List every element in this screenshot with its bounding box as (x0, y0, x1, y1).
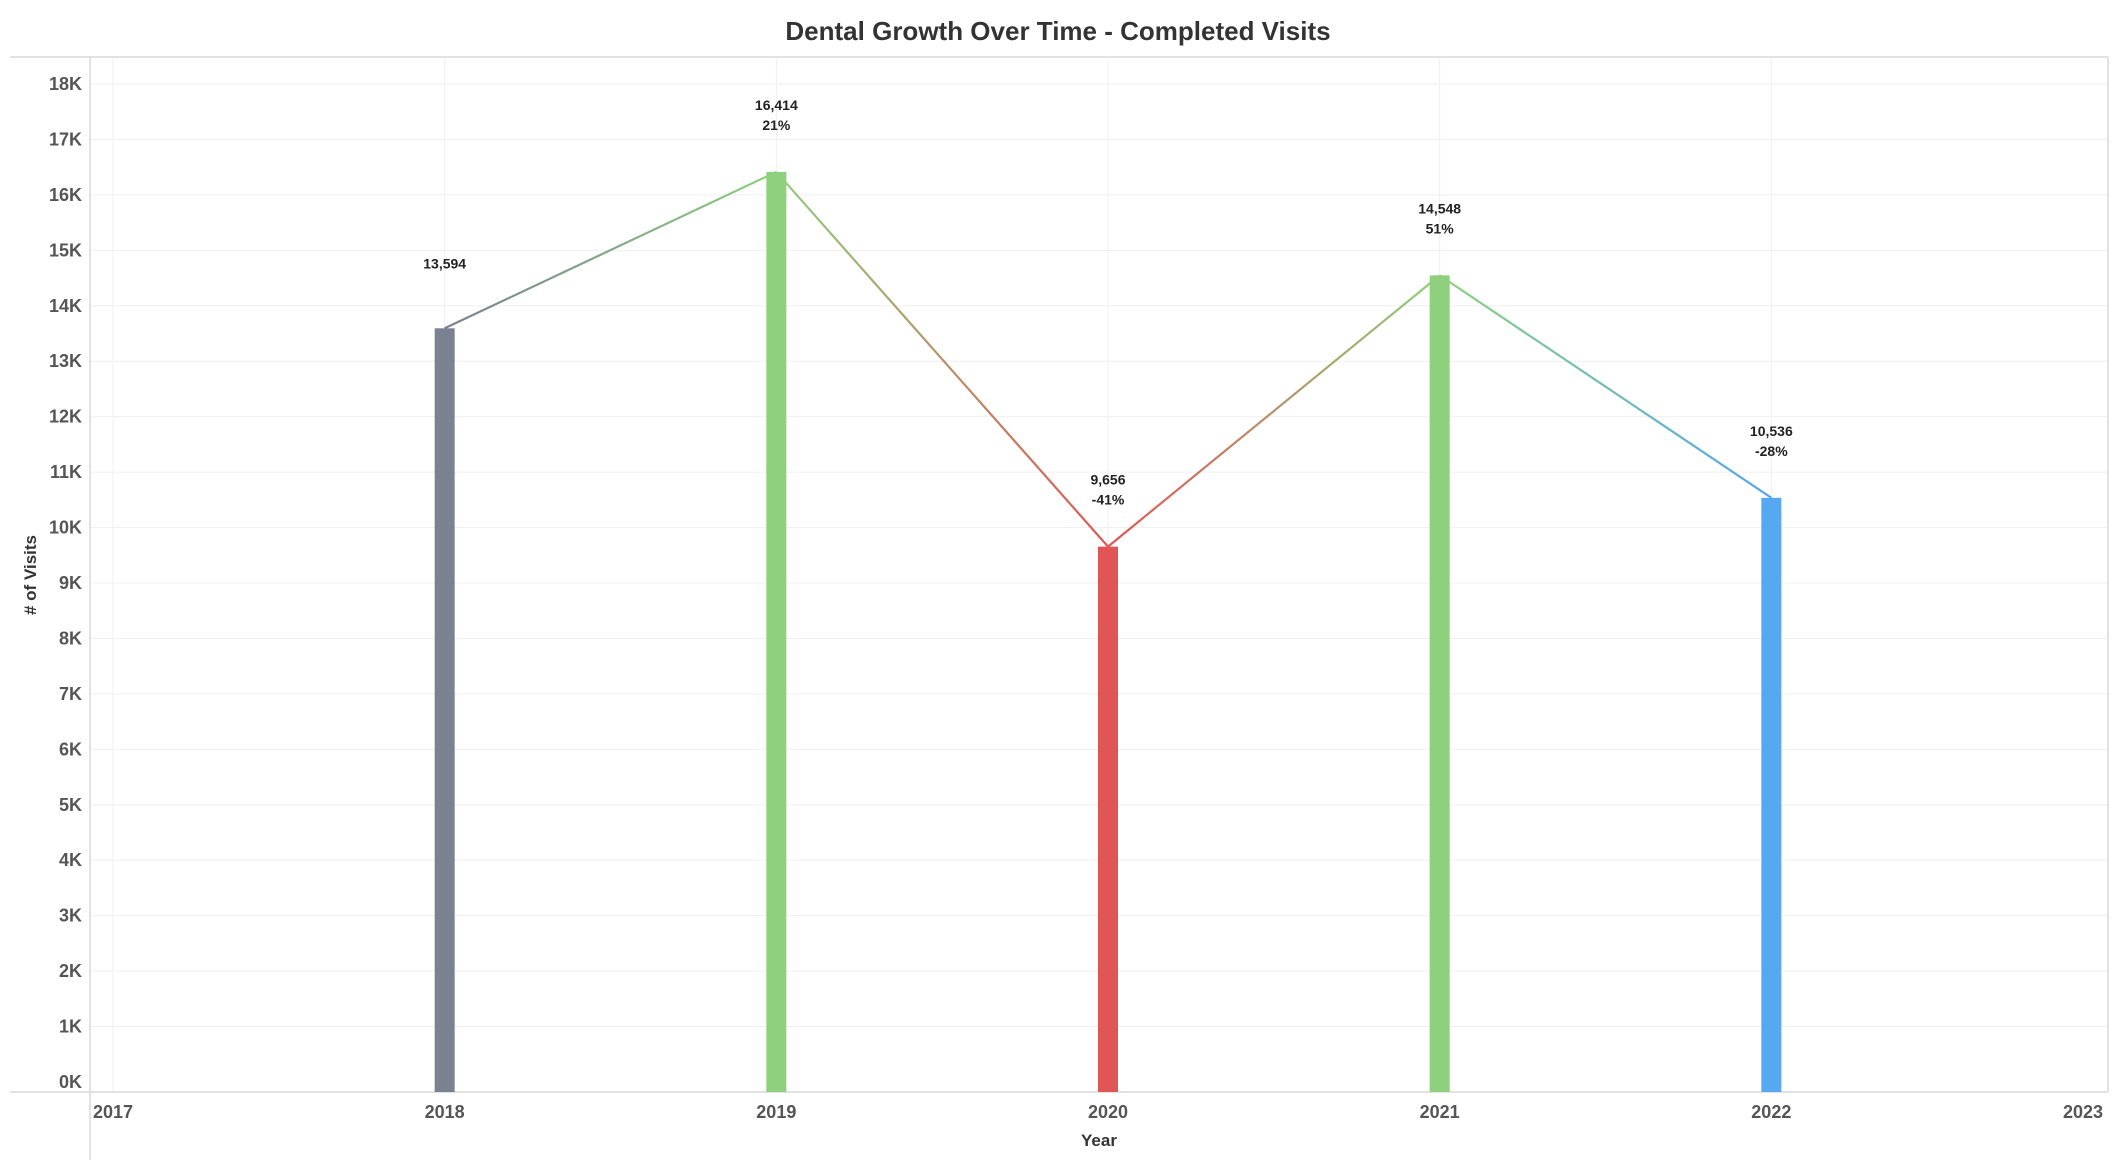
y-tick-label: 6K (59, 739, 82, 759)
value-label: 10,536 (1750, 423, 1793, 439)
growth-label: 21% (762, 117, 791, 133)
y-tick-label: 12K (49, 407, 82, 427)
y-tick-label: 13K (49, 351, 82, 371)
line-segment (1107, 274, 1441, 548)
line-segment (775, 171, 1109, 548)
line-segment (1439, 274, 1772, 499)
bar (1761, 497, 1782, 1092)
x-tick-label: 2021 (1420, 1102, 1460, 1122)
bar (1098, 546, 1118, 1092)
y-tick-label: 1K (59, 1017, 82, 1037)
bar (766, 171, 787, 1093)
y-tick-label: 4K (59, 850, 82, 870)
growth-label: -28% (1755, 443, 1788, 459)
y-tick-label: 0K (59, 1072, 82, 1092)
x-axis-ticks: 2017 2018 2019 2020 2021 2022 2023 (93, 1102, 2103, 1122)
y-tick-label: 3K (59, 906, 82, 926)
bar (434, 328, 455, 1092)
y-tick-label: 18K (49, 74, 82, 94)
x-tick-label: 2019 (756, 1102, 796, 1122)
bar (1429, 275, 1450, 1092)
axes-frame (10, 57, 2109, 1160)
y-tick-label: 15K (49, 240, 82, 260)
x-tick-label: 2023 (2063, 1102, 2103, 1122)
y-axis-ticks: 0K 1K 2K 3K 4K 5K 6K 7K 8K 9K 10K 11K 12K 13K 14K 15K 16… (49, 74, 82, 1092)
y-axis-title: # of Visits (21, 535, 40, 615)
growth-label: 51% (1426, 220, 1455, 236)
y-tick-label: 10K (49, 518, 82, 538)
y-tick-label: 8K (59, 628, 82, 648)
connecting-lines (444, 170, 1772, 548)
y-tick-label: 7K (59, 684, 82, 704)
x-tick-label: 2020 (1088, 1102, 1128, 1122)
x-tick-label: 2017 (93, 1102, 133, 1122)
y-tick-label: 17K (49, 129, 82, 149)
line-segment (444, 170, 777, 330)
x-tick-label: 2022 (1751, 1102, 1791, 1122)
y-tick-label: 16K (49, 185, 82, 205)
x-tick-label: 2018 (425, 1102, 465, 1122)
value-label: 13,594 (423, 255, 466, 271)
value-label: 14,548 (1418, 200, 1461, 216)
bars (434, 171, 1782, 1093)
growth-label: -41% (1092, 492, 1125, 508)
y-tick-label: 2K (59, 961, 82, 981)
chart-title: Dental Growth Over Time - Completed Visi… (785, 16, 1330, 46)
y-tick-label: 11K (50, 462, 82, 482)
y-tick-label: 9K (59, 573, 82, 593)
y-tick-label: 5K (59, 795, 82, 815)
y-tick-label: 14K (49, 296, 82, 316)
x-axis-title: Year (1081, 1131, 1117, 1150)
data-labels: 13,594 16,414 21% 9,656 -41% 14,548 51% 10,536 -… (423, 97, 1793, 508)
value-label: 9,656 (1090, 472, 1125, 488)
value-label: 16,414 (755, 97, 798, 113)
